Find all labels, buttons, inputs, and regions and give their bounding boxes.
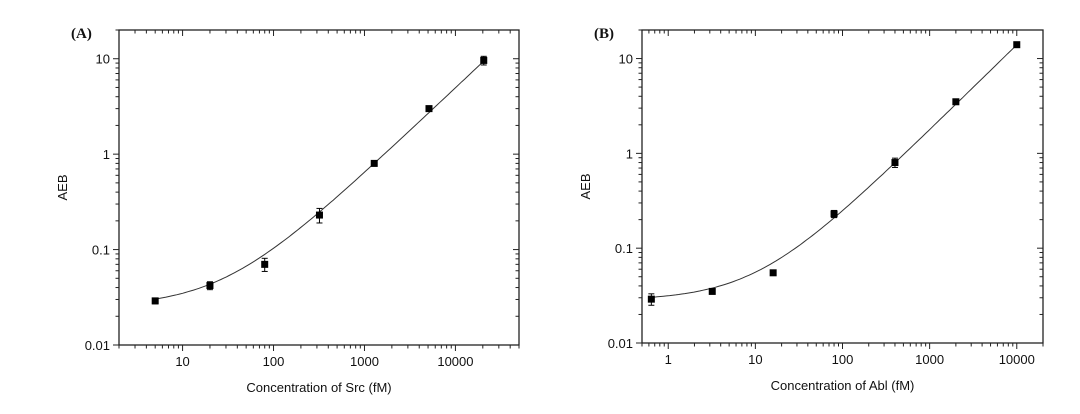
data-point xyxy=(425,105,433,113)
x-tick-label: 100 xyxy=(832,352,854,367)
y-tick-label: 0.1 xyxy=(615,241,633,256)
fit-curve xyxy=(651,44,1018,298)
x-tick-label: 10 xyxy=(748,352,762,367)
data-point xyxy=(891,159,899,167)
plot-frame xyxy=(641,29,1044,344)
y-tick-label: 1 xyxy=(626,146,633,161)
data-point xyxy=(315,211,323,219)
y-axis-title: AEB xyxy=(578,173,593,199)
chart-panel-b: 1 10 100 1000 10000 0.01 0.1 1 10 Concentration o… xyxy=(578,26,1044,393)
data-point xyxy=(708,287,716,295)
x-tick-label: 1000 xyxy=(915,352,944,367)
x-tick-label: 100 xyxy=(263,354,285,369)
y-tick-label: 1 xyxy=(103,147,110,162)
x-axis-title: Concentration of Abl (fM) xyxy=(771,378,915,393)
data-point xyxy=(830,210,838,218)
y-tick-label: 10 xyxy=(619,52,633,67)
data-point xyxy=(151,297,159,305)
chart-panel-a: 10 100 1000 10000 0.01 0.1 1 10 Concentration of… xyxy=(55,26,520,395)
x-axis-title: Concentration of Src (fM) xyxy=(246,380,391,395)
data-point xyxy=(261,260,269,268)
x-tick-label: 10000 xyxy=(437,354,473,369)
plot-frame xyxy=(118,29,520,346)
y-tick-label: 0.01 xyxy=(85,338,110,353)
data-point xyxy=(370,159,378,167)
x-tick-label: 10 xyxy=(175,354,189,369)
x-tick-label: 10000 xyxy=(999,352,1035,367)
x-tick-label: 1000 xyxy=(350,354,379,369)
y-tick-label: 10 xyxy=(96,52,110,67)
data-point xyxy=(206,282,214,290)
fit-curve xyxy=(155,60,485,300)
data-point xyxy=(647,295,655,303)
y-tick-label: 0.1 xyxy=(92,243,110,258)
x-tick-label: 1 xyxy=(665,352,672,367)
y-axis-title: AEB xyxy=(55,174,70,200)
panel-label: (B) xyxy=(594,26,614,42)
panel-label: (A) xyxy=(71,26,92,42)
data-point xyxy=(769,269,777,277)
y-tick-label: 0.01 xyxy=(608,336,633,351)
data-point xyxy=(1013,41,1021,49)
data-point xyxy=(952,98,960,106)
data-point xyxy=(480,56,488,64)
